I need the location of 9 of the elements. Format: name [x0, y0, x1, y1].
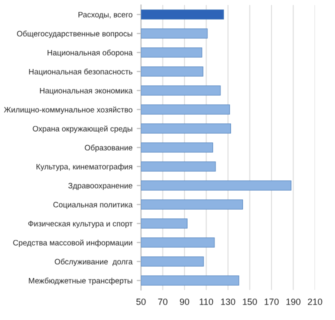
x-tick-label: 150: [242, 298, 257, 305]
x-tick-label: 190: [286, 298, 300, 305]
x-tick-label: 210: [308, 298, 322, 305]
x-tick-label: 90: [180, 298, 190, 305]
x-tick-label: 170: [264, 298, 279, 305]
x-tick-label: 50: [136, 298, 146, 305]
x-tick-label: 110: [200, 298, 214, 305]
x-tick-label: 130: [221, 298, 236, 305]
x-tick-label: 70: [158, 298, 168, 305]
